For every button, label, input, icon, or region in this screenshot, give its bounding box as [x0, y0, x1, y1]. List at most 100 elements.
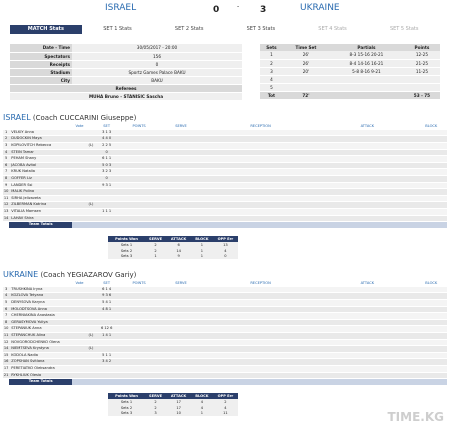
summary-cell: 1 [191, 410, 213, 417]
player-name: VITALIA Mamsen [9, 208, 73, 216]
player-stat [319, 215, 416, 223]
player-stat [160, 208, 202, 216]
player-libero-flag [86, 339, 96, 347]
tab-set-3[interactable]: SET 3 Stats [246, 26, 276, 32]
score-a: 0 [213, 5, 220, 15]
set-row: 2 26' 8-4 14-16 16-21 21-25 [260, 59, 440, 68]
player-stat [415, 201, 447, 209]
player-stat [160, 129, 202, 137]
player-stat [201, 372, 320, 380]
player-stat [201, 332, 320, 340]
player-name: DUDOCKIN Maya [9, 135, 73, 143]
player-stat [118, 142, 161, 150]
player-stat [118, 299, 161, 307]
summary-cell: 6 [166, 242, 192, 248]
sets-total-cell: 53 - 75 [403, 91, 440, 100]
score-separator: - [237, 3, 240, 10]
player-stat [415, 332, 447, 340]
set-cell: 3 [260, 67, 283, 76]
player-libero-flag [86, 168, 96, 176]
tab-set-5[interactable]: SET 5 Stats [389, 26, 419, 32]
header-serve: SERVE [175, 124, 187, 129]
player-sets [95, 188, 119, 196]
player-stat [201, 292, 320, 300]
tab-set-2[interactable]: SET 2 Stats [174, 26, 204, 32]
player-sets: 0 [95, 149, 119, 157]
sets-header-1: Time Set [282, 44, 329, 51]
referees-label: Referees [10, 84, 242, 93]
summary-cell: 2 [145, 242, 167, 248]
player-stat [319, 352, 416, 360]
player-stat [160, 365, 202, 373]
player-number: 5 [3, 155, 10, 163]
player-sets: 5 1 1 [95, 352, 119, 360]
player-stat [201, 345, 320, 353]
player-stat [160, 182, 202, 190]
tot-cell [319, 378, 416, 385]
player-row: 9 LANDER Ssi 9 3 1 [3, 182, 447, 190]
player-number: 5 [3, 299, 10, 307]
summary-row: Sets 1 2 6 1 13 [108, 242, 238, 248]
player-stat [118, 352, 161, 360]
summary-cell: 10 [166, 410, 192, 417]
tab-set-4[interactable]: SET 4 Stats [318, 26, 347, 32]
player-number: 12 [3, 201, 10, 209]
player-number: 16 [3, 358, 10, 366]
players-header-row: Vote SET POINTS SERVE RECEPTION ATTACK BLOCK [3, 124, 447, 130]
summary-cell: Sets 1 [108, 399, 146, 405]
player-stat [201, 215, 320, 223]
player-stat [319, 365, 416, 373]
player-row: 14 NIEMTSEVA Krystyna (L) [3, 345, 447, 353]
set-cell [328, 83, 404, 92]
tab-set-1[interactable]: SET 1 Stats [103, 26, 132, 32]
set-cell: 12-25 [403, 51, 440, 60]
player-libero-flag [86, 182, 96, 190]
tot-cell [95, 378, 119, 385]
player-libero-flag [86, 325, 96, 333]
player-stat [415, 306, 447, 314]
player-sets: 1 4 1 [95, 332, 119, 340]
player-number: 11 [3, 332, 10, 340]
player-sets [95, 372, 119, 380]
summary-cell: 2 [145, 399, 167, 405]
player-sets [95, 365, 119, 373]
summary-cell: 13 [212, 242, 238, 248]
player-stat [319, 208, 416, 216]
referees-value: MUHA Bruno - STANISIC Sascha [10, 92, 242, 101]
summary-row: Sets 2 2 14 1 4 [108, 247, 238, 254]
player-stat [319, 195, 416, 203]
player-sets: 5 4 1 [95, 299, 119, 307]
player-number: 10 [3, 188, 10, 196]
israel-coach: (Coach CUCCARINI Giuseppe) [32, 114, 137, 122]
watermark-text: TIME.KG [387, 410, 445, 424]
set-cell: 5-8 8-16 9-21 [328, 67, 404, 76]
summary-cell: 2 [145, 247, 167, 254]
player-stat [201, 325, 320, 333]
player-libero-flag [86, 292, 96, 300]
player-sets: 3 2 3 [95, 168, 119, 176]
summary-cell: 11 [212, 410, 238, 417]
player-stat [415, 292, 447, 300]
player-name: STEIN Tamar [9, 149, 73, 157]
player-row: 10 STEPANIUK Anna 6 12 6 [3, 325, 447, 333]
player-name: NIEMTSEVA Krystyna [9, 345, 73, 353]
player-row: 3 KOPILOVITCH Rebecca (L) 2 2 5 [3, 142, 447, 150]
player-sets: 3 4 2 [95, 358, 119, 366]
player-stat [118, 365, 161, 373]
set-cell: 21-25 [403, 59, 440, 68]
summary-cell: 9 [166, 253, 192, 260]
player-stat [201, 299, 320, 307]
player-libero-flag: (L) [86, 345, 96, 353]
player-row: 11 STEPANCHUK Alina (L) 1 4 1 [3, 332, 447, 340]
date-value: 30/05/2017 - 20:00 [72, 44, 242, 53]
player-stat [201, 208, 320, 216]
header-vote: Vote [75, 124, 84, 129]
stadium-label: Stadium [10, 68, 72, 77]
tab-match-stats[interactable]: MATCH Stats [10, 25, 82, 34]
player-libero-flag [86, 155, 96, 163]
team-a-name: ISRAEL [105, 3, 137, 13]
player-name: KODOLA Nadia [9, 352, 73, 360]
player-stat [415, 358, 447, 366]
